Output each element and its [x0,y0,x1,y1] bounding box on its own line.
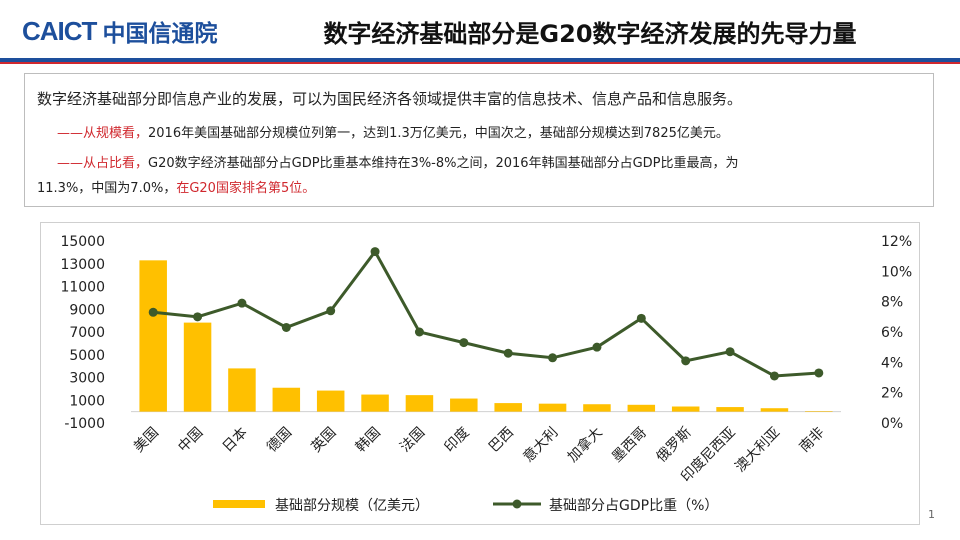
bar-9 [538,403,567,412]
header-divider-blue [0,58,960,62]
bar-10 [583,404,611,412]
share-paragraph-line1: ——从占比看，G20数字经济基础部分占GDP比重基本维持在3%-8%之间，201… [57,152,739,171]
right-axis-tick-label: 6% [881,325,903,341]
category-label: 巴西 [486,425,517,456]
left-axis-tick-label: 11000 [60,280,105,296]
category-label: 俄罗斯 [654,425,695,466]
gdp-share-point-0 [148,307,158,317]
legend-bar-swatch [213,500,265,508]
left-axis-tick-label: 13000 [60,257,105,273]
bar-2 [228,368,256,412]
left-axis-tick-label: 1000 [69,393,105,409]
chart-container: -1000 1000 3000 5000 7000 9000 11000 13000 15000… [40,222,920,525]
intro-text: 数字经济基础部分即信息产业的发展，可以为国民经济各领域提供丰富的信息技术、信息产… [37,90,743,108]
scale-paragraph: ——从规模看，2016年美国基础部分规模位列第一，达到1.3万亿美元，中国次之，… [57,122,729,141]
header-divider-red [0,62,960,64]
left-axis-tick-label: 3000 [69,371,105,387]
share-body-line2b: 在G20国家排名第5位。 [176,181,316,196]
gdp-share-point-10 [592,342,602,352]
scale-lead: ——从规模看， [57,126,149,141]
right-axis-tick-label: 12% [881,234,912,250]
left-axis-tick-label: 5000 [69,348,105,364]
gdp-share-point-3 [281,322,291,332]
bar-8 [494,403,522,412]
category-label: 南非 [797,425,828,456]
category-label: 美国 [131,425,162,456]
category-label: 日本 [220,425,251,456]
left-axis-tick-label: -1000 [64,416,105,432]
bar-1 [183,322,212,412]
gdp-share-point-7 [459,338,469,348]
gdp-share-line [153,248,819,378]
gdp-share-point-4 [326,306,336,316]
share-lead: ——从占比看， [57,156,149,171]
gdp-share-point-15 [814,368,824,378]
share-body-line2a: 11.3%，中国为7.0%， [37,181,177,196]
gdp-share-point-11 [636,313,646,323]
bar-4 [316,390,345,412]
bar-12 [671,406,700,412]
gdp-share-point-9 [548,353,558,363]
category-label: 意大利 [520,424,562,466]
right-axis-tick-label: 2% [881,386,903,402]
category-label: 德国 [264,425,295,456]
bar-0 [139,260,167,412]
bar-14 [760,408,789,412]
right-axis-tick-label: 4% [881,355,903,371]
share-body-line1: G20数字经济基础部分占GDP比重基本维持在3%-8%之间，2016年韩国基础部… [148,156,739,171]
gdp-share-point-14 [769,371,779,381]
right-axis-tick-label: 10% [881,264,912,280]
summary-text-box: 数字经济基础部分即信息产业的发展，可以为国民经济各领域提供丰富的信息技术、信息产… [24,73,934,207]
gdp-share-point-6 [414,327,424,337]
share-paragraph-line2: 11.3%，中国为7.0%，在G20国家排名第5位。 [37,177,315,196]
legend-line-marker [512,499,522,509]
category-label: 中国 [175,425,206,456]
right-axis-tick-label: 0% [881,416,903,432]
caict-logo: CAICT 中国信通院 [22,14,217,48]
category-label: 澳大利亚 [732,425,783,476]
category-label: 英国 [308,424,340,456]
legend-line-label: 基础部分占GDP比重（%） [549,497,718,514]
category-label: 墨西哥 [609,425,650,466]
right-axis-tick-label: 8% [881,295,903,311]
gdp-share-point-13 [725,347,735,357]
scale-body: 2016年美国基础部分规模位列第一，达到1.3万亿美元，中国次之，基础部分规模达… [148,126,729,141]
bar-3 [272,387,301,412]
gdp-share-point-12 [681,356,691,366]
left-axis-tick-label: 9000 [69,302,105,318]
bar-6 [405,395,434,412]
logo-text-en: CAICT [22,15,97,46]
bar-5 [361,394,389,412]
gdp-share-point-2 [237,298,247,308]
legend-bar-label: 基础部分规模（亿美元） [275,497,429,514]
page-number: 1 [928,508,935,521]
slide-title: 数字经济基础部分是G20数字经济发展的先导力量 [323,20,857,48]
gdp-share-point-5 [370,247,380,257]
category-label: 法国 [397,425,428,456]
category-label: 印度 [442,425,473,456]
bar-15 [805,411,833,412]
bar-13 [716,407,744,412]
left-axis-tick-label: 7000 [69,325,105,341]
combo-chart: -1000 1000 3000 5000 7000 9000 11000 13000 15000… [60,234,912,514]
gdp-share-point-1 [193,312,203,322]
left-axis-tick-label: 15000 [60,234,105,250]
category-label: 加拿大 [564,424,606,466]
bar-7 [450,398,478,412]
bar-11 [627,404,656,412]
category-label: 韩国 [353,425,384,456]
gdp-share-point-8 [503,348,513,358]
logo-text-cn: 中国信通院 [102,21,218,47]
